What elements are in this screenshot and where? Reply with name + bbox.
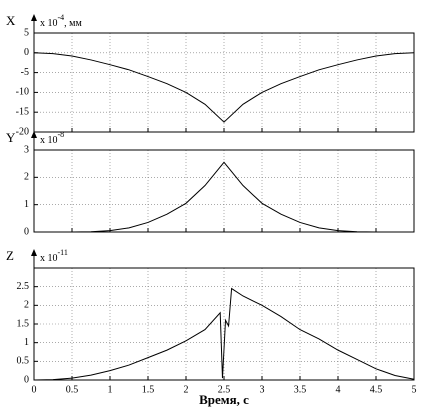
- y-tick-label: 0: [24, 374, 29, 385]
- x-tick-label: 4: [336, 384, 341, 395]
- scale-text: x 10: [40, 253, 58, 264]
- scale-text: x 10: [40, 135, 58, 146]
- axis-arrowhead: [31, 249, 37, 256]
- x-tick-label: 2.5: [218, 384, 231, 395]
- y-tick-label: 0: [24, 47, 29, 58]
- y-tick-label: 3: [24, 144, 29, 155]
- scale-exponent: -11: [58, 248, 68, 257]
- x-tick-label: 2: [184, 384, 189, 395]
- y-tick-label: 2.5: [17, 281, 30, 292]
- y-axis-label: Z: [6, 248, 14, 263]
- scale-exponent: -8: [58, 130, 65, 139]
- x-tick-label: 0: [32, 384, 37, 395]
- y-tick-label: 5: [24, 27, 29, 38]
- axis-arrowhead: [31, 131, 37, 138]
- x-tick-label: 0.5: [66, 384, 79, 395]
- scale-label: x 10-8: [40, 130, 64, 146]
- axes-box: [33, 267, 415, 381]
- scale-exponent: -4: [58, 13, 65, 22]
- scale-label: x 10-11: [40, 248, 68, 264]
- x-tick-label: 1: [108, 384, 113, 395]
- scale-text: x 10: [40, 18, 58, 29]
- x-axis-label: Время, с: [199, 392, 249, 407]
- axes-box: [33, 32, 415, 133]
- x-tick-label: 4.5: [370, 384, 383, 395]
- axis-arrowhead: [31, 14, 37, 21]
- x-tick-label: 5: [412, 384, 417, 395]
- y-tick-label: 1: [24, 199, 29, 210]
- data-line: [34, 161, 414, 233]
- y-tick-label: -10: [16, 87, 29, 98]
- x-tick-label: 3.5: [294, 384, 307, 395]
- y-axis-label: X: [6, 13, 16, 28]
- axes-box: [33, 149, 415, 233]
- y-tick-label: 1: [24, 337, 29, 348]
- x-tick-label: 3: [260, 384, 265, 395]
- y-tick-label: 1.5: [17, 318, 30, 329]
- y-tick-label: -15: [16, 106, 29, 117]
- data-line: [33, 52, 415, 123]
- y-tick-label: 2: [24, 172, 29, 183]
- y-tick-label: 0.5: [17, 356, 30, 367]
- y-tick-label: -20: [16, 126, 29, 137]
- y-tick-label: 0: [24, 226, 29, 237]
- y-tick-label: 2: [24, 300, 29, 311]
- y-tick-label: -5: [21, 67, 29, 78]
- scale-label: x 10-4, мм: [40, 13, 83, 29]
- unit-label: , мм: [64, 18, 82, 29]
- data-line: [33, 287, 415, 381]
- y-axis-label: Y: [6, 130, 16, 145]
- x-tick-label: 1.5: [142, 384, 155, 395]
